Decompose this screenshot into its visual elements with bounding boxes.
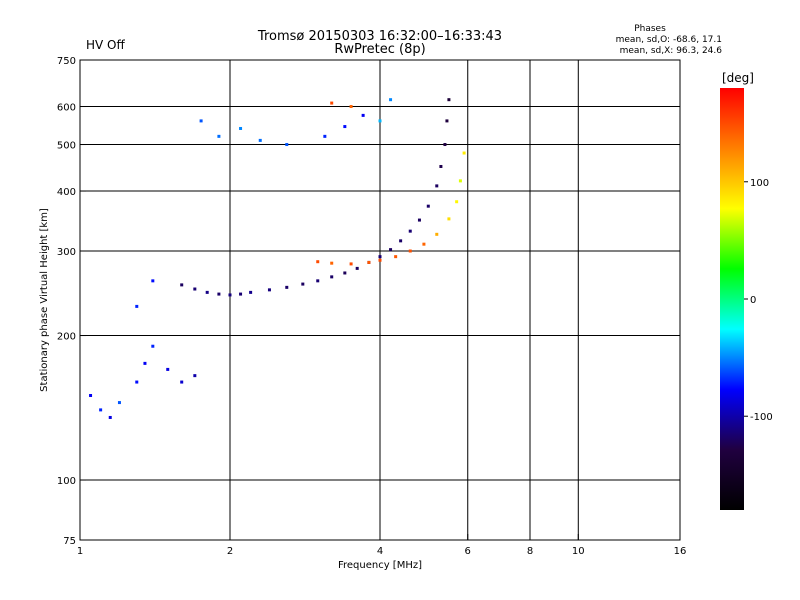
y-tick-label: 750 (57, 56, 76, 67)
hv-status: HV Off (86, 38, 125, 52)
phases-x-stats: mean, sd,X: 96.3, 24.6 (620, 46, 723, 56)
data-point-upper-echoes (323, 134, 327, 138)
data-point-o-trace (389, 248, 393, 252)
data-point-e-region (180, 380, 184, 384)
phases-title: Phases (634, 24, 666, 34)
y-tick-label: 300 (57, 247, 76, 258)
data-point-o-trace (301, 282, 305, 286)
data-point-e-region (143, 361, 147, 365)
data-point-upper-echoes (349, 105, 353, 109)
data-point-e-region (193, 374, 197, 378)
data-point-x-trace (394, 255, 398, 259)
data-point-e-region (99, 408, 103, 412)
colorbar-tick-label: 100 (750, 178, 769, 189)
colorbar-tick-label: -100 (750, 412, 773, 423)
data-point-o-trace (267, 288, 271, 292)
data-point-upper-echoes (361, 113, 365, 117)
data-point-x-trace (462, 151, 466, 155)
data-point-upper-echoes (258, 138, 262, 142)
data-point-o-trace (316, 279, 320, 283)
data-point-o-trace (399, 239, 403, 243)
data-point-x-trace (367, 260, 371, 264)
data-point-e-region (135, 380, 139, 384)
data-point-e-region (151, 344, 155, 348)
y-tick-label: 200 (57, 332, 76, 343)
colorbar-ticks: 100 0 -100 (744, 178, 773, 423)
colorbar-tick-label: 0 (750, 295, 756, 306)
data-point-x-trace (435, 232, 439, 236)
x-tick-label: 16 (674, 546, 687, 557)
data-point-o-trace (205, 290, 209, 294)
data-point-e-region (166, 367, 170, 371)
colorbar-label: [deg] (722, 71, 754, 85)
data-point-o-trace (180, 283, 184, 287)
colorbar (720, 88, 744, 510)
data-point-o-trace (249, 290, 253, 294)
data-point-upper-echoes (389, 98, 393, 102)
data-point-e-region (117, 401, 121, 405)
data-point-upper-echoes (330, 101, 334, 105)
data-point-o-trace (285, 285, 289, 289)
data-point-o-trace (330, 275, 334, 279)
data-point-o-trace (439, 164, 443, 168)
x-tick-label: 8 (527, 546, 533, 557)
data-point-e-region (135, 304, 139, 308)
data-point-o-trace (447, 98, 451, 102)
y-axis-label: Stationary phase Virtual Height [km] (39, 208, 50, 392)
data-point-o-trace (355, 266, 359, 270)
data-point-o-trace (217, 292, 221, 296)
x-tick-label: 6 (465, 546, 471, 557)
data-point-o-trace (193, 287, 197, 291)
data-point-x-trace (447, 217, 451, 221)
y-tick-label: 400 (57, 187, 76, 198)
data-point-o-trace (408, 229, 412, 233)
data-point-o-trace (435, 184, 439, 188)
y-tick-label: 100 (57, 476, 76, 487)
data-points (89, 98, 466, 419)
data-point-x-trace (378, 258, 382, 262)
data-point-x-trace (349, 262, 353, 266)
data-point-x-trace (316, 260, 320, 264)
x-axis-label: Frequency [MHz] (338, 560, 422, 571)
data-point-upper-echoes (199, 119, 203, 123)
grid-lines (80, 60, 680, 540)
data-point-x-trace (330, 261, 334, 265)
chart-title: Tromsø 20150303 16:32:00–16:33:43 (257, 29, 502, 44)
x-tick-label: 4 (377, 546, 383, 557)
data-point-upper-echoes (378, 119, 382, 123)
data-point-o-trace (426, 204, 430, 208)
data-point-o-trace (239, 292, 243, 296)
data-point-o-trace (378, 255, 382, 259)
x-tick-label: 1 (77, 546, 83, 557)
data-point-x-trace (458, 179, 462, 183)
phases-o-stats: mean, sd,O: -68.6, 17.1 (616, 35, 722, 45)
data-point-x-trace (455, 200, 459, 204)
data-point-x-trace (422, 242, 426, 246)
x-axis-ticks: 1 2 4 6 8 10 16 (77, 534, 687, 557)
y-tick-label: 500 (57, 141, 76, 152)
data-point-o-trace (228, 293, 232, 297)
data-point-upper-echoes (285, 143, 289, 147)
data-point-o-trace (443, 143, 447, 147)
y-tick-label: 75 (63, 536, 76, 547)
data-point-o-trace (445, 119, 449, 123)
data-point-e-region (89, 394, 93, 398)
data-point-x-trace (408, 249, 412, 253)
y-axis-ticks: 75 100 200 300 400 500 600 750 (57, 56, 86, 547)
x-tick-label: 2 (227, 546, 233, 557)
data-point-e-region (108, 415, 112, 419)
data-point-upper-echoes (239, 126, 243, 130)
x-tick-label: 10 (572, 546, 585, 557)
data-point-o-trace (417, 218, 421, 222)
data-point-e-region (151, 279, 155, 283)
data-point-o-trace (343, 271, 347, 275)
data-point-upper-echoes (343, 125, 347, 129)
data-point-upper-echoes (217, 134, 221, 138)
y-tick-label: 600 (57, 103, 76, 114)
chart-subtitle: RwPretec (8p) (334, 42, 425, 57)
